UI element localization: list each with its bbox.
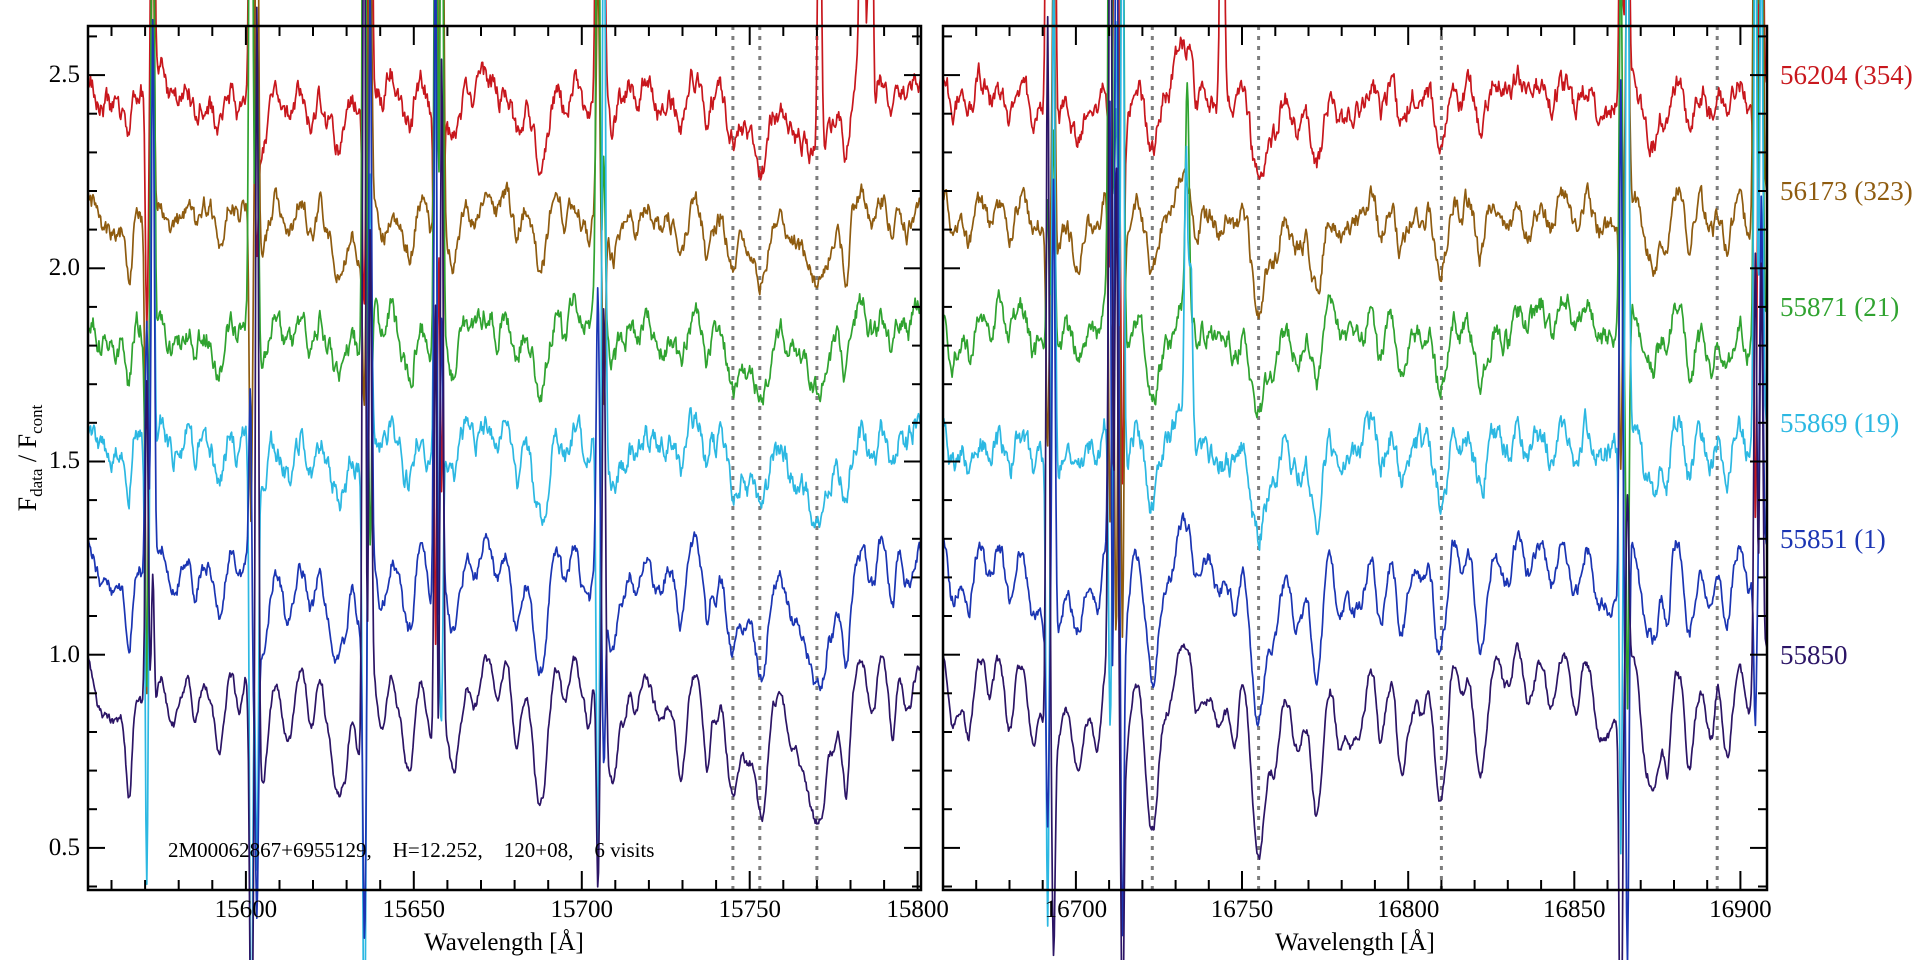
visit-label: 56173 (323) <box>1780 175 1913 206</box>
spectrum-55851 <box>942 0 1768 960</box>
x-tick-label: 15750 <box>718 896 781 923</box>
y-axis-title-sub2: cont <box>27 404 47 434</box>
visit-label: 55871 (21) <box>1780 291 1900 322</box>
visit-label: 55850 <box>1780 639 1848 670</box>
x-tick-label: 15800 <box>886 896 949 923</box>
x-tick-label: 16850 <box>1543 896 1606 923</box>
x-tick-label: 16800 <box>1376 896 1440 923</box>
x-tick-label: 15700 <box>550 896 614 923</box>
x-tick-label: 16700 <box>1044 896 1108 923</box>
y-tick-label: 2.5 <box>48 61 80 89</box>
spectrum-55850 <box>87 0 922 960</box>
spectrum-56204 <box>942 0 1768 519</box>
spectrum-55851 <box>87 0 922 939</box>
visit-label: 56204 (354) <box>1780 60 1913 91</box>
x-axis-title-right: Wavelength [Å] <box>1275 929 1435 956</box>
spectrum-55871 <box>942 0 1768 710</box>
x-tick-label: 15600 <box>214 896 278 923</box>
x-axis-title-left: Wavelength [Å] <box>424 929 584 956</box>
visit-label: 55851 (1) <box>1780 523 1886 554</box>
spectrum-55850 <box>942 0 1768 960</box>
x-tick-label: 15650 <box>382 896 446 923</box>
spectrum-55869 <box>942 0 1768 927</box>
y-tick-label: 1.0 <box>48 640 80 668</box>
x-tick-label: 16750 <box>1210 896 1274 923</box>
x-tick-label: 16900 <box>1709 896 1772 923</box>
panel-frame <box>86 24 923 892</box>
spectrum-55869 <box>87 0 922 960</box>
y-tick-label: 0.5 <box>48 833 80 861</box>
spectrum-56173 <box>87 0 922 695</box>
y-tick-label: 1.5 <box>48 447 80 475</box>
spectrum-55871 <box>87 0 922 687</box>
axis-ticks <box>89 27 920 889</box>
panel-frame <box>941 24 1769 892</box>
visit-label: 55869 (19) <box>1780 407 1900 438</box>
y-axis-title-f1: F <box>12 496 42 512</box>
spectrum-56204 <box>87 0 922 646</box>
y-tick-label: 2.0 <box>48 254 80 282</box>
target-annotation: 2M00062867+6955129, H=12.252, 120+08, 6 … <box>168 838 655 862</box>
axis-ticks <box>942 27 1766 889</box>
